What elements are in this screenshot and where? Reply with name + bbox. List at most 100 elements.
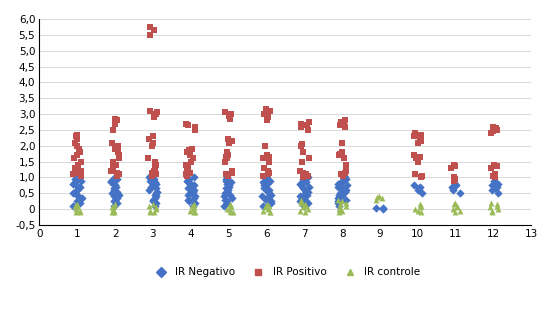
Point [489,162,498,167]
Point [491,186,500,191]
Point [227,111,236,117]
Point [110,202,119,207]
Point [110,181,119,186]
Point [337,119,346,124]
Point [190,127,199,132]
Point [487,130,495,136]
Point [451,200,460,205]
Point [190,205,199,210]
Point [110,186,119,191]
Point [153,110,161,115]
Point [449,202,458,207]
Point [492,126,501,131]
Point [342,183,351,188]
Point [265,210,274,215]
Point [151,207,160,212]
Point [374,194,383,199]
Point [300,203,309,209]
Point [416,210,425,215]
Point [264,203,273,209]
Point [451,176,460,182]
Point [111,183,120,188]
Point [340,189,349,194]
Point [107,140,116,145]
Point [448,207,457,212]
Point [264,187,273,193]
Point [75,149,84,155]
Point [69,171,77,177]
Point [183,149,192,155]
Point [263,153,272,158]
Point [341,168,350,174]
Point [304,156,313,161]
Point [108,159,117,164]
Point [296,181,305,186]
Point [333,199,342,204]
Point [109,199,118,204]
Point [299,176,307,182]
Point [109,127,118,132]
Point [184,199,193,204]
Point [148,143,156,148]
Point [111,175,120,180]
Point [411,156,420,161]
Point [70,176,79,182]
Point [452,203,461,209]
Point [413,187,422,193]
Point [298,170,307,175]
Point [111,146,119,152]
Point [107,178,116,183]
Point [487,200,495,205]
Point [262,176,270,182]
Point [221,176,230,182]
Point [223,189,232,194]
Point [221,159,229,164]
Point [302,203,311,209]
Point [227,168,236,174]
Point [182,168,191,174]
Point [222,171,231,177]
Point [258,208,267,213]
Point [228,138,237,144]
Point [109,207,118,212]
Point [182,121,191,126]
Point [72,210,81,215]
Point [184,197,192,202]
Point [335,203,343,209]
Point [149,115,158,120]
Point [182,162,191,167]
Point [377,195,386,201]
Point [449,187,458,193]
Point [114,192,123,198]
Point [416,203,425,209]
Point [416,138,425,144]
Point [191,200,200,205]
Point [74,205,82,210]
Point [265,191,274,196]
Point [115,171,124,177]
Point [296,208,305,213]
Point [333,181,342,186]
Point [334,207,343,212]
Point [266,199,275,204]
Point [259,203,268,209]
Point [108,205,117,210]
Point [70,140,79,145]
Point [226,202,234,207]
Point [296,199,305,204]
Point [336,202,345,207]
Point [451,210,460,215]
Point [302,179,311,185]
Point [341,170,349,175]
Point [449,175,458,180]
Point [69,191,78,196]
Point [73,153,82,158]
Point [304,189,312,194]
Point [70,156,79,161]
Point [112,170,121,175]
Point [340,156,348,161]
Point [110,187,119,193]
Point [223,137,232,142]
Point [190,209,199,214]
Point [304,119,313,124]
